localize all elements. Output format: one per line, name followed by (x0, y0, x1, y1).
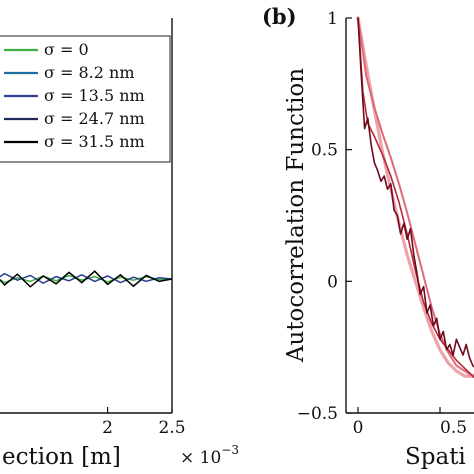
panel-b-series-line-0 (356, 16, 474, 378)
panel-b-y-tick-label-1: 0.5 (311, 141, 338, 161)
panel-a-x-ticks: 2 2.5 (102, 407, 186, 438)
panel-a-x-axis-label: ection [m] (2, 444, 121, 470)
legend-label-3: σ = 24.7 nm (44, 109, 145, 128)
legend-label-1: σ = 8.2 nm (44, 63, 135, 82)
panel-b-y-tick-label-2: 0 (327, 272, 338, 292)
panel-a-x-tick-label-0: 2 (102, 418, 113, 438)
panel-b-y-axis-label: Autocorrelation Function (283, 68, 309, 363)
panel-a: 2 2.5 ection [m] × 10−3 σ = 0σ = 8.2 nmσ … (0, 18, 239, 470)
legend-label-0: σ = 0 (44, 40, 89, 59)
panel-b-series-line-1 (357, 17, 474, 379)
panel-b-y-tick-label-0: 1 (327, 9, 338, 29)
panel-a-series (0, 270, 173, 288)
panel-b-plot-area (346, 18, 474, 413)
panel-b-x-tick-label-0: 0 (353, 418, 364, 438)
legend: σ = 0 σ = 8.2 nm σ = 13.5 nm σ = 24.7 nm σ =… (0, 35, 171, 163)
panel-a-x-exponent-base: × 10 (180, 448, 221, 468)
panel-b-x-tick-label-1: 0.5 (440, 418, 467, 438)
panel-a-series-line-2 (0, 270, 173, 288)
panel-b-series (356, 16, 474, 379)
legend-label-4: σ = 31.5 nm (44, 132, 145, 151)
panel-b-series-line-3 (357, 17, 474, 368)
panel-b-x-ticks: 0 0.5 (353, 407, 467, 438)
panel-b-y-tick-label-3: −0.5 (297, 404, 338, 424)
panel-b-series-line-2 (357, 17, 474, 379)
panel-b-y-ticks: 1 0.5 0 −0.5 (297, 9, 352, 424)
legend-entries: σ = 0 σ = 8.2 nm σ = 13.5 nm σ = 24.7 nm σ =… (4, 40, 145, 151)
panel-a-series-line-1 (0, 272, 173, 285)
panel-b: 10.50−0.5 0 0.5 (b) Autocorrelation Funct… (262, 4, 474, 470)
legend-label-2: σ = 13.5 nm (44, 86, 145, 105)
panel-a-x-tick-label-1: 2.5 (158, 418, 185, 438)
panel-a-x-exponent-power: −3 (221, 443, 239, 457)
panel-b-label: (b) (262, 4, 297, 29)
panel-b-x-axis-label: Spati (405, 444, 466, 470)
panel-a-x-exponent: × 10−3 (180, 443, 239, 468)
